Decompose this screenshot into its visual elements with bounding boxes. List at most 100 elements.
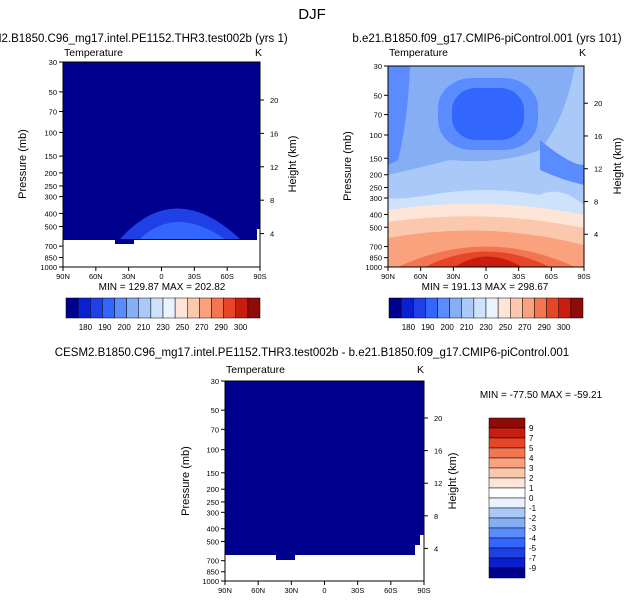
panel-2-colorbar-box [534, 297, 547, 319]
panel-2-colorbar-label: 210 [460, 323, 474, 332]
panel-3-colorbar-box [488, 497, 526, 509]
panel-1-y-tick-label: 200 [44, 169, 57, 178]
panel-3-y-tick-label: 1000 [202, 577, 219, 586]
panel-2-colorbar-box [485, 297, 499, 319]
panel-1-colorbar-box [150, 297, 164, 319]
panel-1-colorbar-box [223, 297, 236, 319]
panel-3-colorbar-box [488, 457, 526, 469]
panel-3-y-tick-label: 150 [206, 469, 219, 478]
panel-2-colorbar-box [510, 297, 523, 319]
panel-2-x-ticks: 90N 60N 30N 0 30S 60S 90S [381, 267, 591, 281]
panel-2-y-right-tick-label: 4 [594, 230, 598, 239]
panel-3-colorbar-box [488, 417, 526, 429]
panel-1-ylabel: Pressure (mb) [17, 129, 29, 199]
panel-1-colorbar-label: 250 [176, 323, 190, 332]
panel-2-x-tick-label: 0 [484, 272, 488, 281]
panel-2-ylabel: Pressure (mb) [342, 131, 354, 201]
panel-2-colorbar-label: 230 [479, 323, 493, 332]
panel-2-x-tick-label: 30N [446, 272, 460, 281]
panel-2-y-tick-label: 250 [369, 184, 382, 193]
panel-1-y-ticks-right: 20 16 12 8 4 [260, 96, 278, 239]
panel-2-colorbar-box [558, 297, 572, 319]
panel-3: CESM2.B1850.C96_mg17.intel.PE1152.THR3.t… [55, 347, 603, 595]
panel-1-colorbar-box [174, 297, 188, 319]
panel-3-y-tick-label: 50 [211, 406, 219, 415]
panel-1-colorbar-box [235, 297, 249, 319]
panel-1-colorbar-box [90, 297, 103, 319]
panel-2-colorbar-box [570, 297, 584, 319]
panel-1-colorbar-label: 190 [98, 323, 112, 332]
panel-2-colorbar-box [546, 297, 559, 319]
panel-2-colorbar-box [449, 297, 462, 319]
panel-2-contour-295 [455, 256, 522, 267]
panel-2-colorbar-label: 190 [421, 323, 435, 332]
panel-3-colorbar-box [488, 507, 526, 519]
panel-2-colorbar-box [473, 297, 487, 319]
panel-1-subtitle-left: Temperature [64, 47, 123, 59]
panel-3-subtitle-left: Temperature [226, 364, 285, 376]
panel-1-colorbar-label: 210 [137, 323, 151, 332]
panel-1-contour-warm [140, 222, 225, 239]
panel-1-x-tick-label: 30N [122, 272, 136, 281]
panel-3-colorbar-box [488, 467, 526, 479]
panel-2-y-right-tick-label: 16 [594, 132, 602, 141]
panel-2-y-tick-label: 700 [369, 243, 382, 252]
panel-3-colorbar-box [488, 427, 526, 439]
panel-1: CESM2.B1850.C96_mg17.intel.PE1152.THR3.t… [0, 33, 299, 332]
panel-1-colorbar-label: 200 [118, 323, 132, 332]
panel-3-colorbar-label: 4 [529, 454, 534, 463]
panel-3-colorbar-label: -7 [529, 554, 537, 563]
panel-3-colorbar-label: 3 [529, 464, 534, 473]
panel-3-y-tick-label: 400 [206, 525, 219, 534]
panel-1-colorbar-box [211, 297, 224, 319]
panel-3-missing-region [225, 535, 424, 581]
panel-2-colorbar-box [413, 297, 426, 319]
panel-3-ylabel-right: Height (km) [447, 453, 459, 510]
panel-1-x-tick-label: 90S [253, 272, 266, 281]
panel-3-x-tick-label: 0 [322, 586, 326, 595]
panel-3-colorbar-box [488, 567, 526, 579]
panel-3-y-tick-label: 100 [206, 446, 219, 455]
panel-2-colorbar-label: 200 [441, 323, 455, 332]
panel-3-ylabel: Pressure (mb) [180, 446, 192, 516]
panel-2-colorbar-label: 290 [538, 323, 552, 332]
panel-3-y-right-tick-label: 20 [434, 414, 442, 423]
panel-2-colorbar-label: 250 [499, 323, 513, 332]
panel-1-y-tick-label: 250 [44, 182, 57, 191]
panel-2-x-tick-label: 60N [414, 272, 428, 281]
panel-3-y-right-tick-label: 16 [434, 447, 442, 456]
panel-1-y-tick-label: 400 [44, 209, 57, 218]
panel-1-y-right-tick-label: 8 [270, 196, 274, 205]
panel-1-y-tick-label: 70 [49, 108, 57, 117]
panel-2-y-tick-label: 850 [369, 254, 382, 263]
panel-2-ylabel-right: Height (km) [612, 138, 624, 195]
panel-2-y-right-tick-label: 8 [594, 197, 598, 206]
panel-3-x-tick-label: 60N [251, 586, 265, 595]
panel-1-y-tick-label: 50 [49, 88, 57, 97]
panel-3-x-tick-label: 30N [284, 586, 298, 595]
panel-2-colorbar-box [400, 297, 414, 319]
panel-2-y-tick-label: 500 [369, 223, 382, 232]
panel-3-colorbar-box [488, 437, 526, 449]
panel-2-y-tick-label: 50 [374, 91, 382, 100]
panel-2-x-tick-label: 60S [545, 272, 558, 281]
panel-1-colorbar-box [65, 297, 79, 319]
panel-1-colorbar-box [77, 297, 91, 319]
panel-1-y-tick-label: 500 [44, 222, 57, 231]
panel-1-y-tick-label: 1000 [40, 263, 57, 272]
panel-2-colorbar-box [497, 297, 511, 319]
panel-3-y-ticks-right: 20 16 12 8 4 [424, 414, 442, 553]
panel-1-subtitle-right: K [255, 47, 262, 59]
panel-1-x-tick-label: 0 [159, 272, 163, 281]
panel-2-subtitle-right: K [579, 47, 586, 59]
panel-3-colorbar-label: 0 [529, 494, 534, 503]
panel-1-colorbar-box [138, 297, 152, 319]
panel-3-x-tick-label: 30S [351, 586, 364, 595]
panel-3-y-right-tick-label: 8 [434, 512, 438, 521]
panel-2-title: b.e21.B1850.f09_g17.CMIP6-piControl.001 … [352, 33, 621, 45]
panel-1-y-tick-label: 850 [44, 253, 57, 262]
panel-2-contour-east [540, 140, 584, 185]
panel-2-colorbar-label: 180 [402, 323, 416, 332]
panel-3-colorbar-label: 2 [529, 474, 534, 483]
